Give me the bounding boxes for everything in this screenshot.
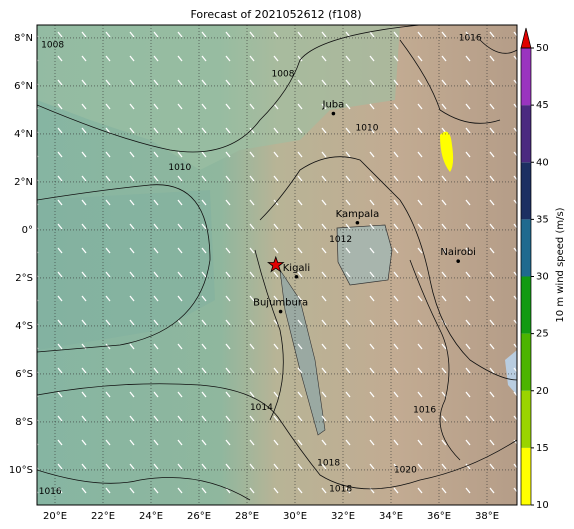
colorbar-tick-label: 40 [536, 157, 549, 168]
lat-tick-label: 10°S [9, 465, 33, 476]
colorbar-extend [520, 27, 532, 49]
city-label: Juba [322, 100, 345, 111]
contour-label: 1018 [317, 458, 340, 468]
contour-label: 1008 [272, 69, 295, 79]
map-labels: 1008 1008 1010 1010 1012 1014 1016 1018 1018 1020… [39, 33, 482, 497]
lat-tick-label: 8°S [15, 417, 33, 428]
lon-tick-label: 24°E [139, 511, 163, 522]
contours [37, 25, 517, 501]
lat-tick-label: 4°S [15, 321, 33, 332]
graticule [37, 25, 517, 505]
lat-tick-label: 0° [22, 225, 33, 236]
colorbar-bin [521, 162, 531, 220]
colorbar-bin [521, 219, 531, 277]
lon-tick-label: 36°E [427, 511, 451, 522]
lon-tick-label: 28°E [235, 511, 259, 522]
lat-tick-label: 6°N [14, 81, 33, 92]
contour-label: 1010 [168, 163, 191, 173]
contour-label: 1014 [250, 403, 273, 413]
city-marker [294, 274, 299, 279]
city-marker [355, 220, 360, 225]
wind-area [440, 131, 454, 172]
colorbar-bin [521, 447, 531, 505]
lat-tick-label: 2°N [14, 177, 33, 188]
colorbar-tick-label: 10 [536, 500, 549, 511]
city-marker [278, 309, 283, 314]
colorbar-tick-label: 35 [536, 214, 549, 225]
city-label: Bujumbura [253, 298, 308, 309]
contour-label: 1020 [394, 465, 417, 475]
lon-tick-label: 34°E [379, 511, 403, 522]
colorbar-tick-label: 20 [536, 386, 549, 397]
contour-label: 1016 [459, 33, 482, 43]
contour-label: 1016 [39, 487, 62, 497]
contour-label: 1018 [329, 485, 352, 495]
colorbar-tick-label: 15 [536, 443, 549, 454]
city-label: Kigali [283, 263, 310, 274]
contour-label: 1012 [329, 235, 352, 245]
lon-tick-label: 38°E [475, 511, 499, 522]
colorbar-label: 10 m wind speed (m/s) [555, 207, 566, 322]
colorbar-bin [521, 333, 531, 391]
lon-tick-label: 30°E [283, 511, 307, 522]
colorbar-bin [521, 276, 531, 334]
lon-tick-label: 32°E [331, 511, 355, 522]
map-frame [36, 24, 518, 506]
city-marker [331, 111, 336, 116]
colorbar-bin [521, 390, 531, 448]
city-marker [456, 259, 461, 263]
colorbar-tick-label: 25 [536, 329, 549, 340]
location-star [267, 255, 285, 273]
colorbar-bin [521, 105, 531, 163]
city-label: Nairobi [440, 247, 476, 258]
colorbar-tick-label: 45 [536, 100, 549, 111]
contour-label: 1010 [356, 123, 379, 133]
lon-tick-label: 26°E [187, 511, 211, 522]
colorbar-tick-label: 50 [536, 43, 549, 54]
lat-tick-label: 8°N [14, 33, 33, 44]
lat-tick-label: 6°S [15, 369, 33, 380]
colorbar: 10 15 20 25 30 35 40 45 50 [520, 27, 549, 511]
city-label: Kampala [336, 209, 380, 220]
lon-tick-label: 20°E [43, 511, 67, 522]
colorbar-bin [521, 48, 531, 106]
title: Forecast of 2021052612 (f108) [190, 8, 361, 21]
lat-tick-label: 2°S [15, 273, 33, 284]
contour-label: 1008 [41, 41, 64, 51]
contour-label: 1016 [413, 405, 436, 415]
lat-tick-label: 4°N [14, 129, 33, 140]
lon-tick-label: 22°E [91, 511, 115, 522]
colorbar-tick-label: 30 [536, 272, 549, 283]
